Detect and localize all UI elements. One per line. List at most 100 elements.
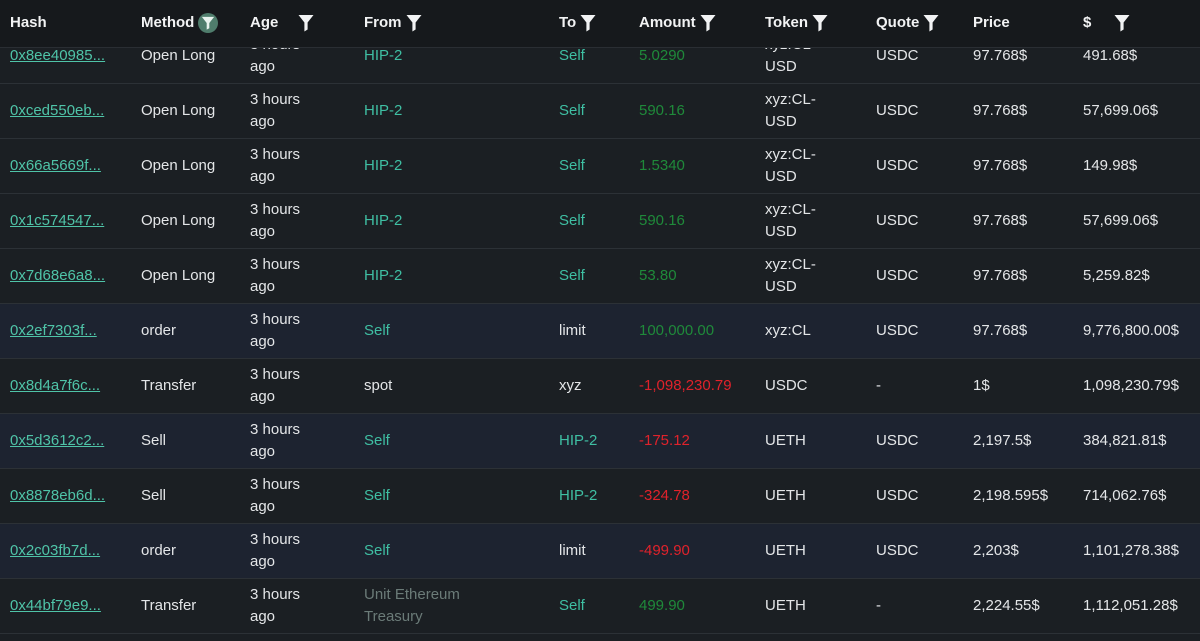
cell-hash[interactable]: 0xced550eb... (10, 84, 135, 138)
cell-from[interactable]: Self (364, 524, 484, 578)
cell-to[interactable]: Self (559, 579, 599, 633)
column-header-age[interactable]: Age (250, 12, 278, 34)
to-address-link[interactable]: Self (559, 157, 585, 174)
to-address-link[interactable]: HIP-2 (559, 432, 598, 449)
cell-from[interactable]: Self (364, 304, 484, 358)
transaction-hash-link[interactable]: 0x1c574547... (10, 212, 105, 229)
column-header-token[interactable]: Token (765, 12, 828, 34)
cell-from[interactable]: HIP-2 (364, 29, 484, 83)
transaction-hash-link[interactable]: 0x8d4a7f6c... (10, 377, 101, 394)
cell-token: xyz:CL-USD (765, 84, 827, 138)
from-address-link[interactable]: Self (364, 487, 390, 504)
cell-to[interactable]: Self (559, 139, 599, 193)
cell-hash[interactable]: 0x44bf79e9... (10, 579, 135, 633)
column-header-method[interactable]: Method (141, 12, 219, 34)
cell-from[interactable]: Self (364, 414, 484, 468)
method-value: Open Long (141, 212, 216, 229)
cell-from[interactable]: HIP-2 (364, 84, 484, 138)
table-row[interactable]: 0x5d3612c2... Sell 3 hours ago Self HIP-2 -17… (0, 414, 1200, 469)
cell-amount: -499.90 (639, 524, 759, 578)
to-address-link[interactable]: Self (559, 267, 585, 284)
cell-hash[interactable]: 0x5d3612c2... (10, 414, 135, 468)
from-address-link[interactable]: Self (364, 432, 390, 449)
cell-from[interactable]: HIP-2 (364, 194, 484, 248)
cell-from[interactable]: Unit Ethereum Treasury (364, 579, 484, 633)
cell-hash[interactable]: 0x2c03fb7d... (10, 524, 135, 578)
cell-hash[interactable]: 0x7d68e6a8... (10, 249, 135, 303)
transaction-hash-link[interactable]: 0x8878eb6d... (10, 487, 106, 504)
to-address-link[interactable]: Self (559, 47, 585, 64)
filter-active-icon[interactable] (198, 13, 219, 33)
column-header-amount[interactable]: Amount (639, 12, 716, 34)
table-row[interactable]: 0x2ef7303f... order 3 hours ago Self limit 10… (0, 304, 1200, 359)
column-header-quote[interactable]: Quote (876, 12, 939, 34)
table-row[interactable]: 0xced550eb... Open Long 3 hours ago HIP-2 Se… (0, 84, 1200, 139)
table-row[interactable]: 0x66a5669f... Open Long 3 hours ago HIP-2 Se… (0, 139, 1200, 194)
table-row[interactable]: 0x7d68e6a8... Open Long 3 hours ago HIP-2 Se… (0, 249, 1200, 304)
cell-usd: 9,776,800.00$ (1083, 304, 1198, 358)
table-row[interactable]: 0x44bf79e9... Transfer 3 hours ago Unit Eth… (0, 579, 1200, 634)
from-address-link[interactable]: HIP-2 (364, 212, 403, 229)
from-address-link[interactable]: Unit Ethereum Treasury (364, 586, 460, 625)
column-header-usd[interactable]: $ (1083, 12, 1091, 34)
cell-hash[interactable]: 0x66a5669f... (10, 139, 135, 193)
transaction-hash-link[interactable]: 0x5d3612c2... (10, 432, 105, 449)
table-row[interactable]: 0x2c03fb7d... order 3 hours ago Self limit -4… (0, 524, 1200, 579)
from-address-link[interactable]: HIP-2 (364, 102, 403, 119)
cell-usd: 149.98$ (1083, 139, 1198, 193)
age-value: 3 hours ago (250, 531, 301, 570)
transaction-hash-link[interactable]: 0x7d68e6a8... (10, 267, 106, 284)
filter-icon[interactable] (580, 14, 596, 32)
transaction-hash-link[interactable]: 0x2ef7303f... (10, 322, 97, 339)
cell-from[interactable]: Self (364, 469, 484, 523)
to-address-link[interactable]: Self (559, 212, 585, 229)
from-address-link[interactable]: Self (364, 542, 390, 559)
from-address-link[interactable]: HIP-2 (364, 267, 403, 284)
filter-icon[interactable] (406, 14, 422, 32)
column-header-from[interactable]: From (364, 12, 422, 34)
filter-icon[interactable] (1114, 12, 1130, 34)
table-row[interactable]: 0x1c574547... Open Long 3 hours ago HIP-2 Se… (0, 194, 1200, 249)
to-address-link[interactable]: HIP-2 (559, 487, 598, 504)
cell-from[interactable]: HIP-2 (364, 249, 484, 303)
filter-icon[interactable] (298, 12, 314, 34)
cell-token: xyz:CL (765, 304, 827, 358)
cell-to[interactable]: HIP-2 (559, 414, 599, 468)
filter-icon[interactable] (812, 14, 828, 32)
usd-value: 9,776,800.00$ (1083, 322, 1179, 339)
transaction-hash-link[interactable]: 0x8ee40985... (10, 47, 106, 64)
cell-token: xyz:CL-USD (765, 249, 827, 303)
to-address-link[interactable]: Self (559, 102, 585, 119)
table-row[interactable]: 0x8d4a7f6c... Transfer 3 hours ago spot xyz -… (0, 359, 1200, 414)
transaction-hash-link[interactable]: 0x2c03fb7d... (10, 542, 101, 559)
usd-value: 149.98$ (1083, 157, 1138, 174)
cell-hash[interactable]: 0x8ee40985... (10, 29, 135, 83)
to-address-link[interactable]: Self (559, 597, 585, 614)
table-row[interactable]: 0x8878eb6d... Sell 3 hours ago Self HIP-2 -32… (0, 469, 1200, 524)
cell-to[interactable]: Self (559, 249, 599, 303)
from-address-link[interactable]: HIP-2 (364, 47, 403, 64)
filter-icon[interactable] (700, 14, 716, 32)
token-value: xyz:CL-USD (765, 256, 816, 295)
cell-hash[interactable]: 0x2ef7303f... (10, 304, 135, 358)
column-header-to[interactable]: To (559, 12, 596, 34)
cell-hash[interactable]: 0x8d4a7f6c... (10, 359, 135, 413)
cell-to[interactable]: Self (559, 84, 599, 138)
usd-value: 1,098,230.79$ (1083, 377, 1179, 394)
transaction-hash-link[interactable]: 0x66a5669f... (10, 157, 101, 174)
from-address-link[interactable]: Self (364, 322, 390, 339)
cell-to[interactable]: Self (559, 194, 599, 248)
cell-hash[interactable]: 0x8878eb6d... (10, 469, 135, 523)
column-header-label: Hash (10, 14, 47, 31)
column-header-price[interactable]: Price (973, 12, 1010, 34)
filter-icon[interactable] (923, 14, 939, 32)
transaction-hash-link[interactable]: 0x44bf79e9... (10, 597, 101, 614)
cell-age: 3 hours ago (250, 469, 314, 523)
cell-from[interactable]: HIP-2 (364, 139, 484, 193)
cell-to[interactable]: HIP-2 (559, 469, 599, 523)
transaction-hash-link[interactable]: 0xced550eb... (10, 102, 105, 119)
from-address-link[interactable]: HIP-2 (364, 157, 403, 174)
cell-hash[interactable]: 0x1c574547... (10, 194, 135, 248)
column-header-hash[interactable]: Hash (10, 12, 47, 34)
cell-to[interactable]: Self (559, 29, 599, 83)
